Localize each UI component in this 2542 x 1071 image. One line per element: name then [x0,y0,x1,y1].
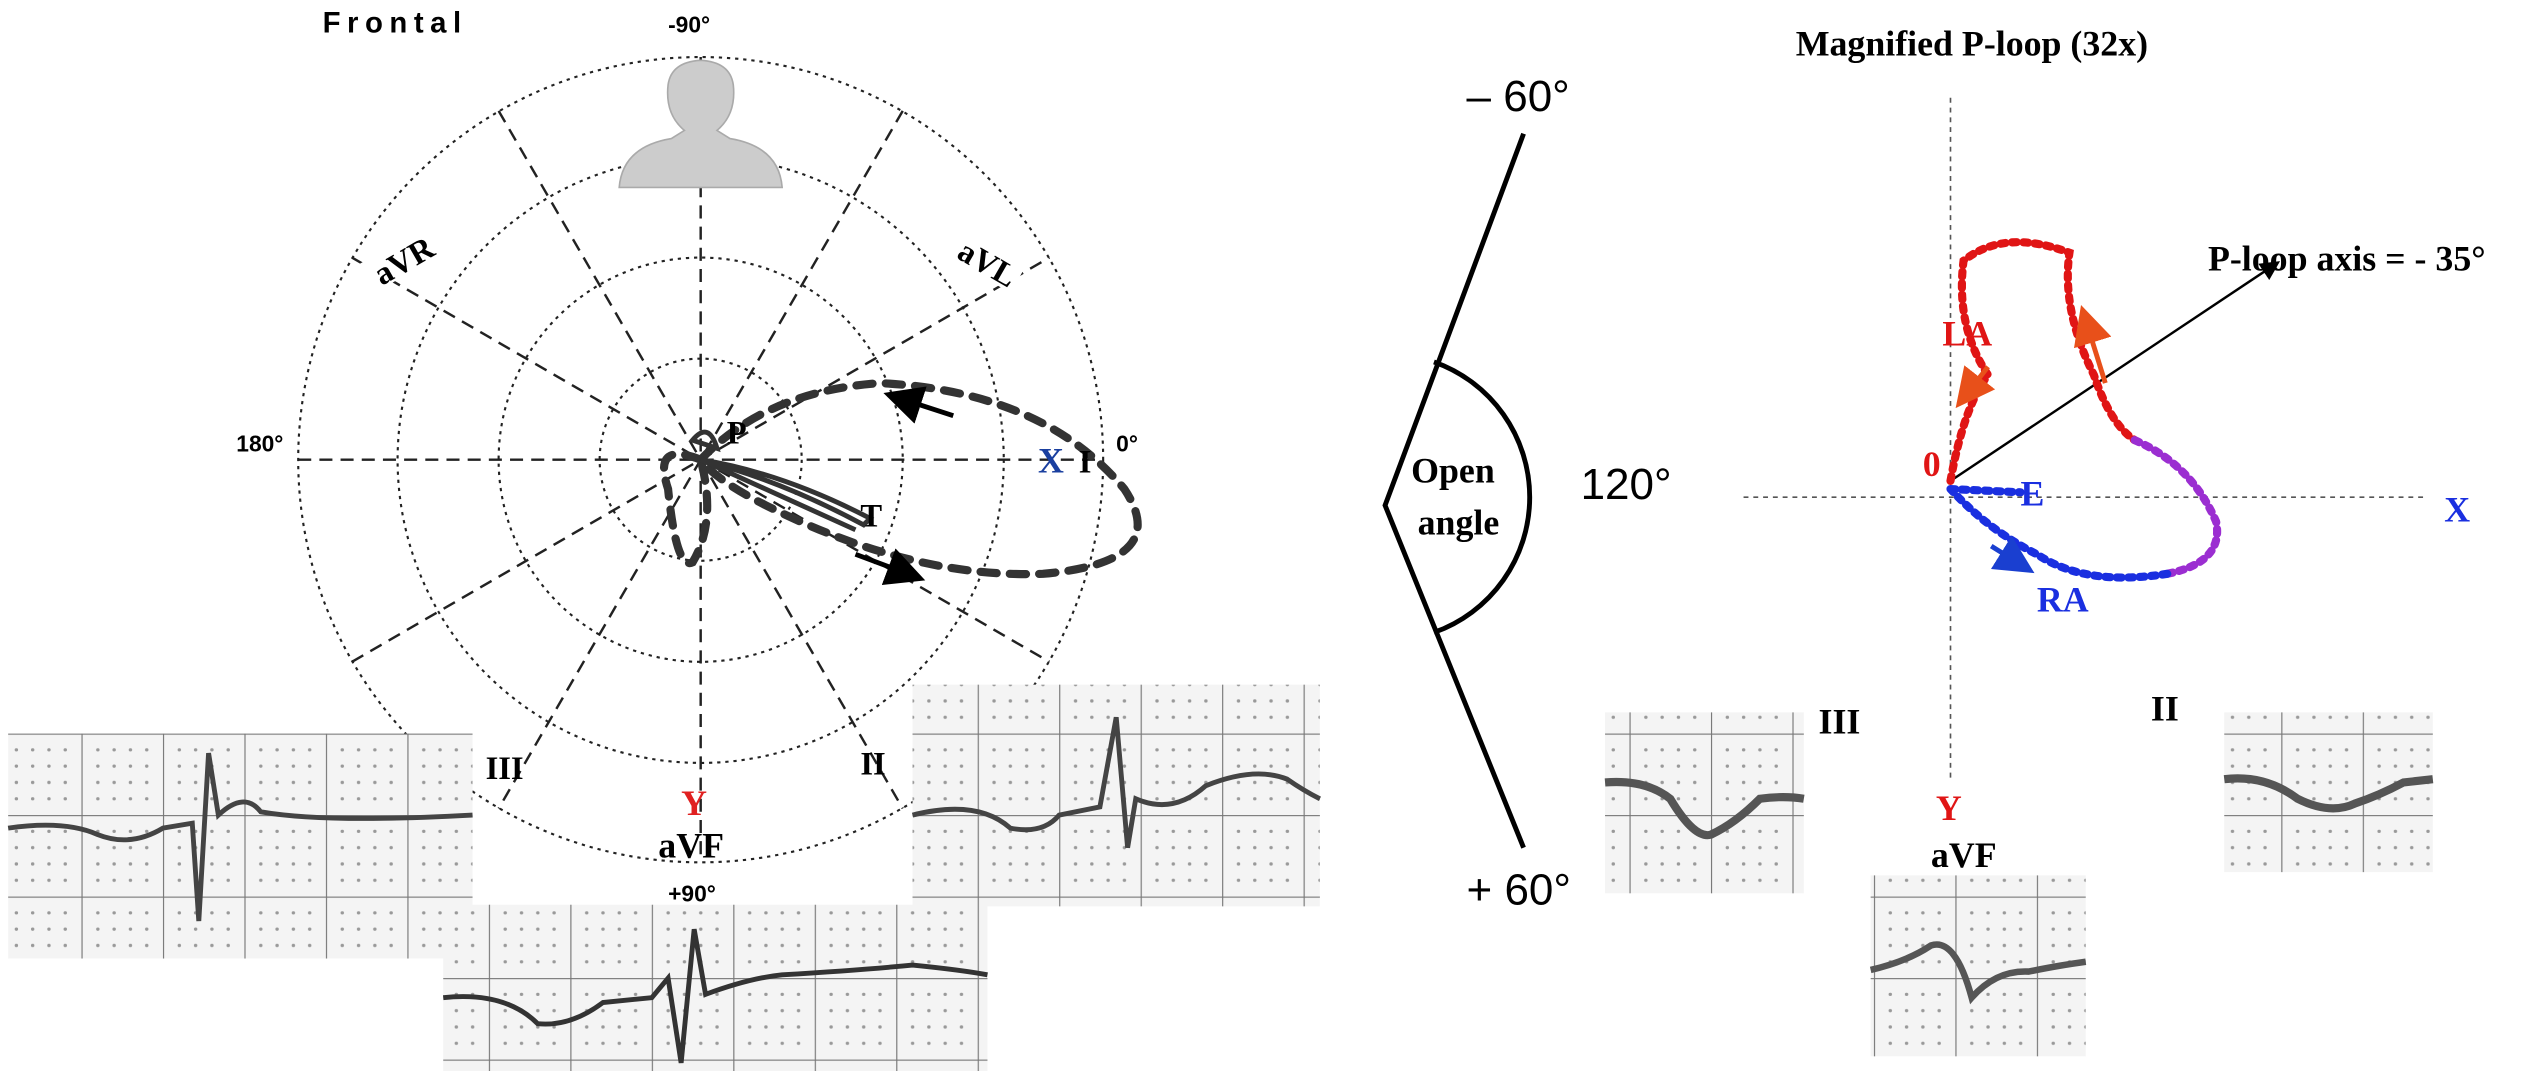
wave-label: P [727,415,747,451]
shape [1950,242,2134,481]
shape [888,394,953,415]
lead-label: III [1819,702,1861,742]
axis-label: X [1038,441,1064,481]
frontal-title: Frontal [323,7,468,40]
lead-label: II [860,746,885,782]
angle-label: +90° [668,880,716,906]
angle-label: – 60° [1467,72,1570,121]
axis-annotation: P-loop axis = - 35° [2208,239,2486,279]
wave-label: T [860,499,882,535]
shape [1385,134,1524,848]
shape [619,60,782,187]
axis-label: Y [1936,788,1962,828]
lead-label: aVF [1931,835,1997,875]
shape [1434,362,1530,633]
loop-label: LA [1942,314,1992,354]
lead-label: III [486,751,524,787]
page: Frontal -90° 180° 0° +90° aVR aVL X I P … [0,0,2542,1071]
shape [1950,262,2278,480]
lead-label: aVF [658,825,724,865]
angle-label: 0° [1116,431,1138,457]
angle-label: -90° [668,12,710,38]
shape [1744,98,2428,783]
figure: Frontal -90° 180° 0° +90° aVR aVL X I P … [0,0,2542,1071]
angle-text: angle [1418,503,1500,543]
angle-label: 180° [236,431,283,457]
ecg-strip [2224,712,2433,872]
lead-label: I [1079,445,1092,481]
ecg-strip [443,905,987,1071]
angle-text: Open [1411,451,1495,491]
angle-label: 120° [1581,460,1672,509]
axis-label: X [2444,490,2470,530]
angle-label: + 60° [1467,866,1571,915]
shape: Open angle [1411,451,1499,543]
ecg-strip [1605,712,1804,893]
shape [2135,440,2217,574]
panel-title: Magnified P-loop (32x) [1796,23,2148,63]
loop-label: E [2021,473,2045,513]
loop-label: RA [2037,579,2089,619]
shape [1950,489,2167,577]
origin-label: 0 [1923,444,1941,484]
lead-label: II [2151,689,2179,729]
axis-label: Y [681,783,707,823]
ecg-strip [8,734,472,959]
shape [619,60,782,187]
